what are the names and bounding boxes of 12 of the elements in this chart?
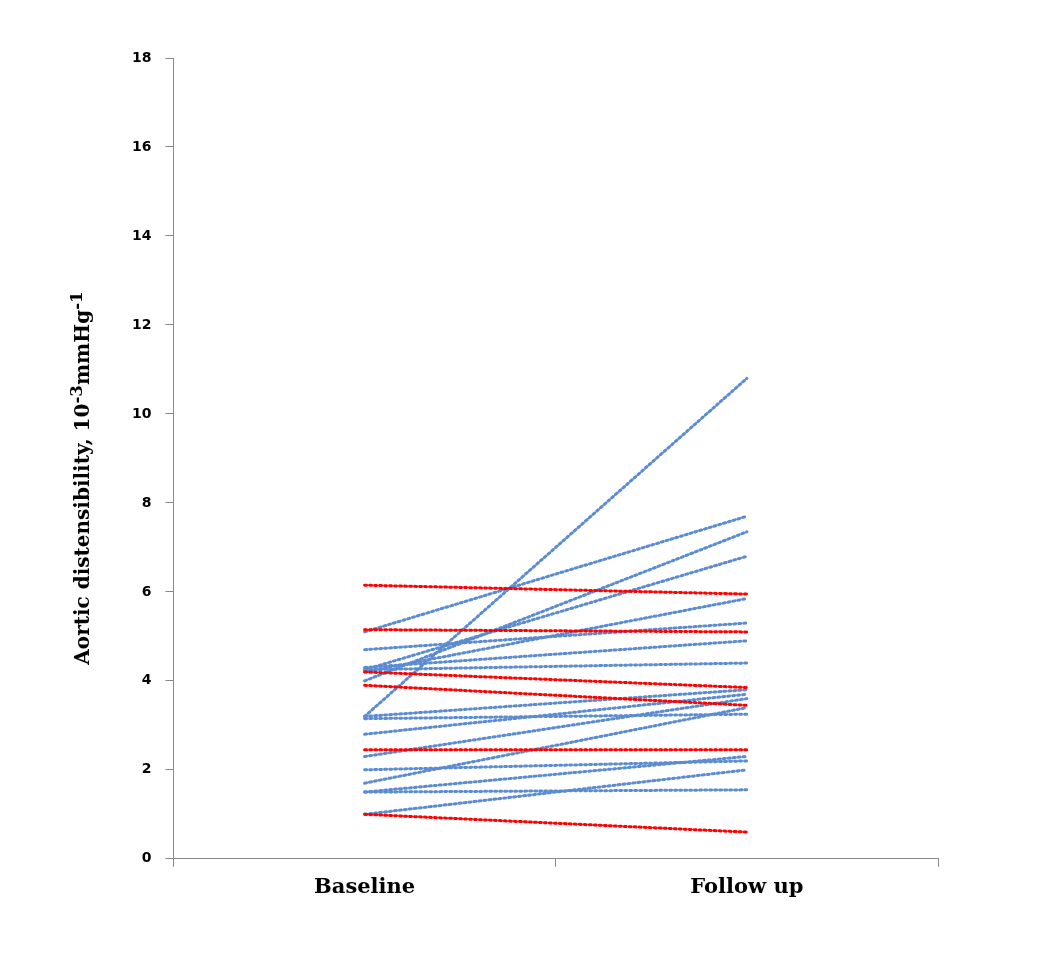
y-tick-label: 8	[141, 493, 152, 510]
y-tick-label: 14	[132, 226, 152, 243]
y-tick-label: 10	[132, 404, 152, 421]
y-tick-label: 6	[141, 582, 152, 599]
y-tick-label: 4	[141, 671, 152, 688]
y-tick-label: 2	[141, 760, 152, 777]
y-tick-label: 16	[132, 137, 152, 154]
y-tick-label: 18	[132, 48, 152, 65]
x-tick-label: Baseline	[314, 872, 416, 898]
y-tick-label: 0	[141, 849, 152, 866]
y-tick-label: 12	[132, 315, 152, 332]
x-tick-label: Follow up	[690, 872, 804, 898]
